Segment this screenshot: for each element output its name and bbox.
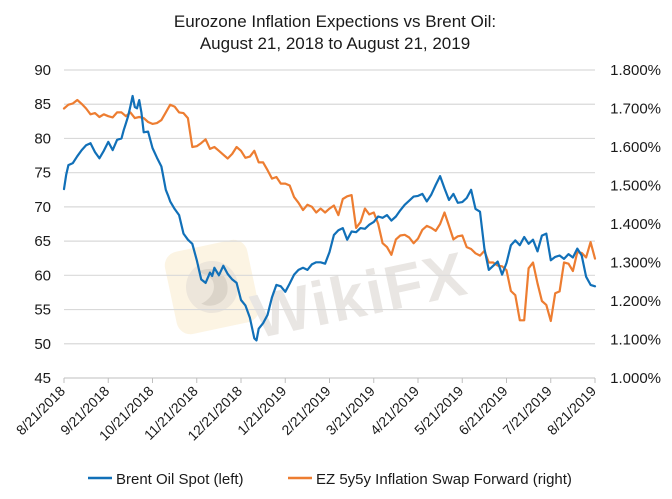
y-left-tick-label: 90 (34, 62, 51, 79)
watermark: WikiFX (164, 239, 474, 352)
series-line-brent-oil (62, 94, 597, 342)
series-lines (62, 94, 597, 342)
legend-label-brent: Brent Oil Spot (left) (116, 471, 244, 488)
y-right-tick-label: 1.100% (610, 332, 661, 349)
y-right-tick-label: 1.400% (610, 216, 661, 233)
y-axis-left: 90 85 80 75 70 65 60 55 50 45 (34, 62, 51, 387)
y-right-tick-label: 1.200% (610, 293, 661, 310)
y-right-tick-label: 1.800% (610, 62, 661, 79)
chart-subtitle: August 21, 2018 to August 21, 2019 (200, 34, 470, 53)
series-line-ez-5y5y (62, 98, 597, 323)
y-right-tick-label: 1.500% (610, 178, 661, 195)
y-left-tick-label: 65 (34, 233, 51, 250)
legend-label-ez5y5y: EZ 5y5y Inflation Swap Forward (right) (316, 471, 572, 488)
watermark-text: WikiFX (246, 239, 474, 352)
y-left-tick-label: 80 (34, 130, 51, 147)
y-left-tick-label: 85 (34, 96, 51, 113)
y-right-tick-label: 1.000% (610, 370, 661, 387)
y-right-tick-label: 1.300% (610, 255, 661, 272)
chart-title: Eurozone Inflation Expections vs Brent O… (174, 12, 496, 31)
y-left-tick-label: 75 (34, 165, 51, 182)
y-left-tick-label: 50 (34, 336, 51, 353)
y-right-tick-label: 1.600% (610, 139, 661, 156)
y-left-tick-label: 60 (34, 267, 51, 284)
x-axis: 8/21/20189/21/201810/21/201811/21/201812… (13, 377, 600, 444)
y-left-tick-label: 55 (34, 302, 51, 319)
x-tick-label: 8/21/2019 (544, 383, 600, 439)
y-left-tick-label: 70 (34, 199, 51, 216)
y-right-tick-label: 1.700% (610, 101, 661, 118)
y-left-tick-label: 45 (34, 370, 51, 387)
legend: Brent Oil Spot (left) EZ 5y5y Inflation … (88, 471, 572, 488)
y-axis-right: 1.800% 1.700% 1.600% 1.500% 1.400% 1.300% 1.20… (610, 62, 661, 387)
gridlines (64, 69, 595, 345)
